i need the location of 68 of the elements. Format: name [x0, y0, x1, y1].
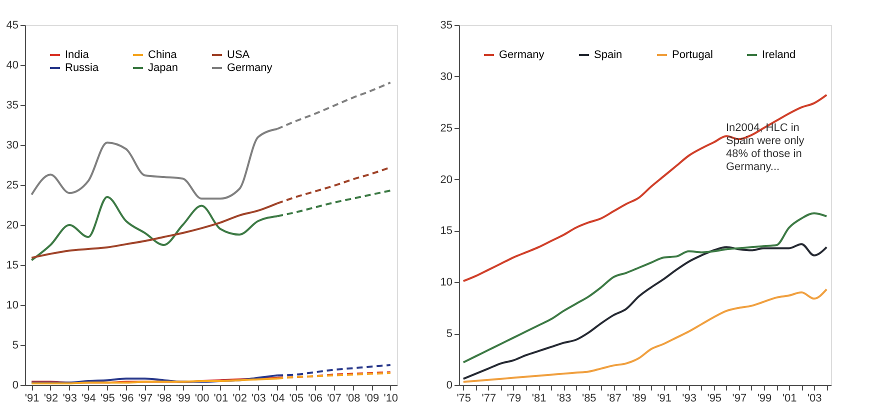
- x-tick-label: '01: [214, 392, 228, 404]
- y-tick-label: 25: [6, 180, 18, 192]
- x-tick-label: '07: [327, 392, 342, 404]
- legend-label: Japan: [148, 62, 178, 74]
- y-tick-label: 0: [12, 380, 18, 392]
- legend-label: Russia: [65, 62, 100, 74]
- y-tick-label: 30: [6, 140, 18, 152]
- x-tick-label: '81: [532, 392, 546, 404]
- x-tick-label: '93: [682, 392, 697, 404]
- y-tick-label: 15: [440, 225, 452, 238]
- line-series: [462, 212, 828, 364]
- x-tick-label: '92: [44, 392, 58, 404]
- y-tick-label: 10: [440, 276, 452, 289]
- legend-label: USA: [227, 49, 250, 61]
- x-tick-label: '95: [100, 392, 115, 404]
- x-tick-label: '87: [607, 392, 622, 404]
- legend-label: Spain: [594, 49, 622, 61]
- line-series: [462, 288, 828, 383]
- line-series: [462, 94, 828, 282]
- x-tick-label: '10: [384, 392, 398, 404]
- x-tick-label: '04: [270, 392, 285, 404]
- x-tick-label: '02: [232, 392, 247, 404]
- legend-label: China: [148, 49, 178, 61]
- x-tick-label: '91: [657, 392, 672, 404]
- x-tick-label: '83: [556, 392, 572, 404]
- y-tick-label: 40: [6, 60, 18, 72]
- x-tick-label: '77: [482, 392, 496, 404]
- x-tick-label: '09: [364, 392, 380, 404]
- y-tick-label: 5: [446, 328, 452, 340]
- y-tick-label: 45: [6, 20, 18, 32]
- y-tick-label: 15: [6, 260, 18, 272]
- x-tick-label: '08: [346, 392, 360, 404]
- x-tick-label: '91: [24, 392, 40, 404]
- y-tick-label: 20: [440, 174, 452, 186]
- legend-label: India: [65, 49, 90, 61]
- x-tick-label: '99: [757, 392, 772, 404]
- line-series: [462, 243, 828, 380]
- annotation: In2004, HLC in Spain were only 48% of those in Germany...: [726, 122, 805, 174]
- legend-label: Ireland: [762, 49, 796, 61]
- legend-label: Germany: [227, 62, 273, 74]
- x-tick-label: '93: [62, 392, 78, 404]
- x-tick-label: '75: [456, 392, 472, 404]
- x-tick-label: '97: [138, 392, 153, 404]
- x-tick-label: '03: [252, 392, 266, 404]
- x-tick-label: '85: [582, 392, 596, 404]
- y-tick-label: 5: [12, 340, 18, 352]
- y-tick-label: 35: [440, 20, 452, 32]
- x-tick-label: '79: [506, 392, 522, 404]
- x-tick-label: '99: [176, 392, 190, 404]
- x-tick-label: '05: [289, 392, 304, 404]
- legend-label: Germany: [499, 49, 545, 61]
- x-tick-label: '03: [807, 392, 822, 404]
- y-tick-label: 20: [6, 220, 18, 232]
- y-tick-label: 25: [440, 122, 452, 134]
- y-tick-label: 0: [446, 380, 452, 392]
- legend-label: Portugal: [672, 49, 713, 61]
- y-tick-label: 10: [6, 300, 18, 312]
- x-tick-label: '95: [707, 392, 722, 404]
- x-tick-label: '00: [194, 392, 210, 404]
- x-tick-label: '06: [308, 392, 323, 404]
- x-tick-label: '98: [157, 392, 172, 404]
- x-tick-label: '89: [632, 392, 646, 404]
- x-tick-label: '01: [782, 392, 797, 404]
- x-tick-label: '96: [119, 392, 134, 404]
- x-tick-label: '94: [82, 392, 96, 404]
- x-tick-label: '97: [732, 392, 747, 404]
- y-tick-label: 30: [440, 70, 452, 83]
- y-tick-label: 35: [6, 100, 18, 112]
